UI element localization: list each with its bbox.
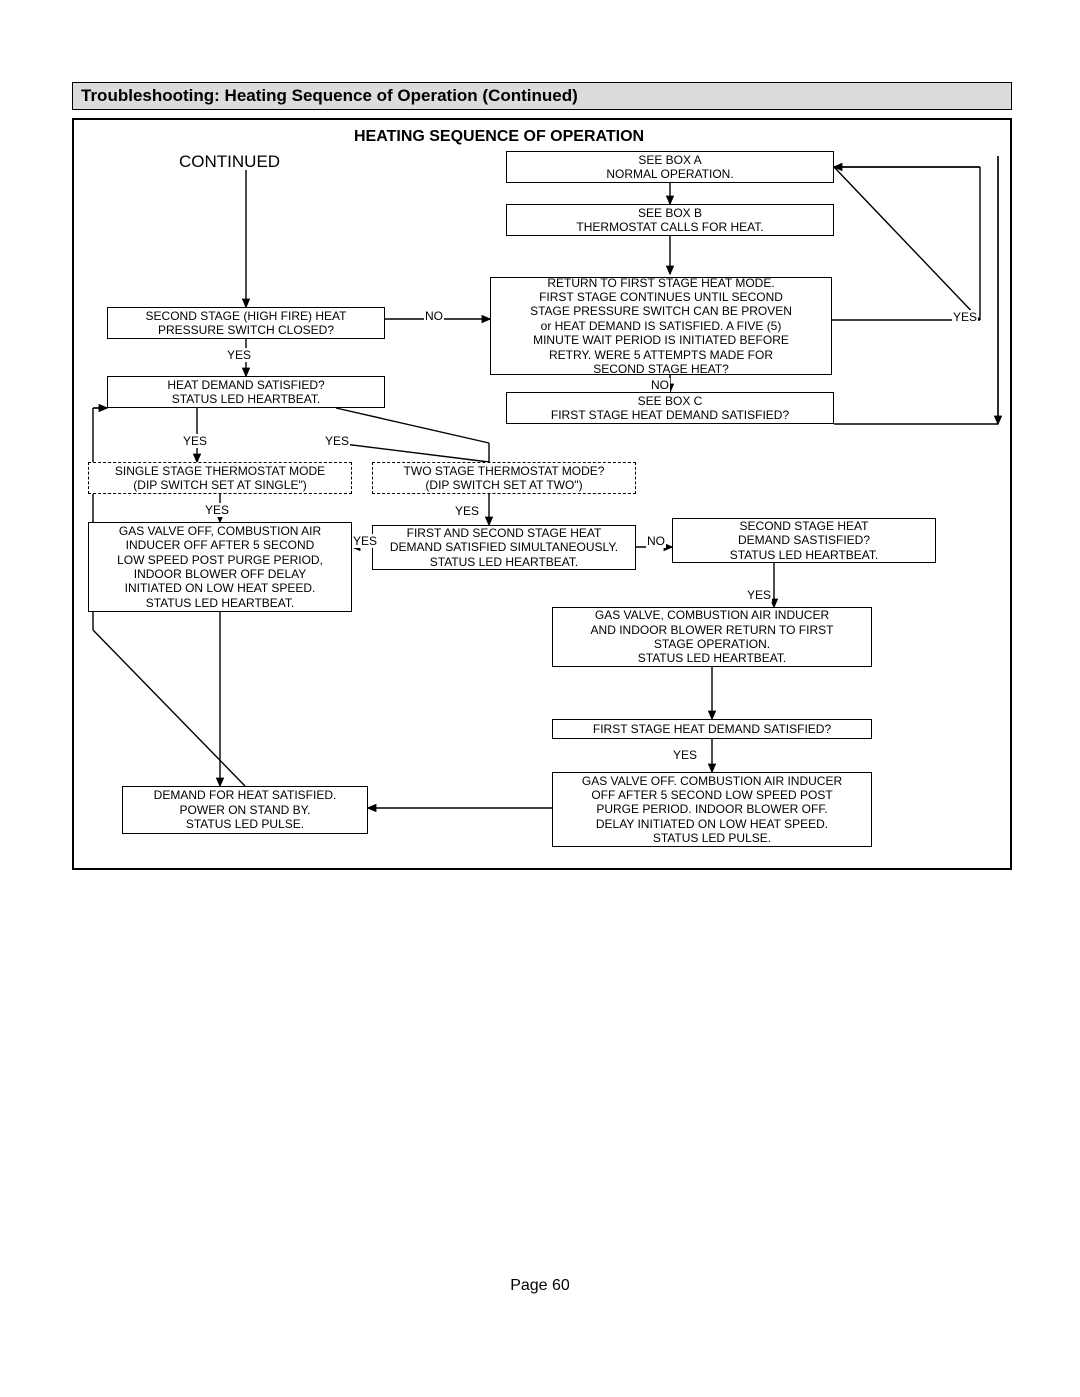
edge-label-3: NO — [650, 378, 670, 392]
edge-label-0: NO — [424, 309, 444, 323]
node-firstSat: FIRST STAGE HEAT DEMAND SATISFIED? — [552, 719, 872, 739]
node-secondSat: SECOND STAGE HEATDEMAND SASTISFIED?STATU… — [672, 518, 936, 563]
edge-label-11: YES — [672, 748, 698, 762]
chart-title: HEATING SEQUENCE OF OPERATION — [354, 128, 644, 146]
node-q1: SECOND STAGE (HIGH FIRE) HEATPRESSURE SW… — [107, 307, 385, 339]
node-boxA: SEE BOX ANORMAL OPERATION. — [506, 151, 834, 183]
flowchart-frame: HEATING SEQUENCE OF OPERATION CONTINUED … — [72, 118, 1012, 870]
edge-label-6: YES — [204, 503, 230, 517]
node-ret: RETURN TO FIRST STAGE HEAT MODE.FIRST ST… — [490, 277, 832, 375]
edge-label-9: NO — [646, 534, 666, 548]
edge-label-5: YES — [324, 434, 350, 448]
page-number: Page 60 — [0, 1277, 1080, 1295]
node-two: TWO STAGE THERMOSTAT MODE?(DIP SWITCH SE… — [372, 462, 636, 494]
edge-label-7: YES — [454, 504, 480, 518]
node-q2: HEAT DEMAND SATISFIED?STATUS LED HEARTBE… — [107, 376, 385, 408]
edge-label-10: YES — [746, 588, 772, 602]
edge-label-1: YES — [226, 348, 252, 362]
node-gvReturn: GAS VALVE, COMBUSTION AIR INDUCERAND IND… — [552, 607, 872, 667]
node-single: SINGLE STAGE THERMOSTAT MODE(DIP SWITCH … — [88, 462, 352, 494]
node-firstSecond: FIRST AND SECOND STAGE HEATDEMAND SATISF… — [372, 525, 636, 570]
continued-label: CONTINUED — [179, 152, 280, 172]
edge-label-8: YES — [352, 534, 378, 548]
section-header-text: Troubleshooting: Heating Sequence of Ope… — [81, 86, 578, 106]
node-boxB: SEE BOX BTHERMOSTAT CALLS FOR HEAT. — [506, 204, 834, 236]
node-demand: DEMAND FOR HEAT SATISFIED.POWER ON STAND… — [122, 786, 368, 834]
node-boxC: SEE BOX CFIRST STAGE HEAT DEMAND SATISFI… — [506, 392, 834, 424]
node-gvOff2: GAS VALVE OFF. COMBUSTION AIR INDUCEROFF… — [552, 772, 872, 847]
edge-label-4: YES — [182, 434, 208, 448]
section-header: Troubleshooting: Heating Sequence of Ope… — [72, 82, 1012, 110]
edge-label-2: YES — [952, 310, 978, 324]
node-gasOff: GAS VALVE OFF, COMBUSTION AIRINDUCER OFF… — [88, 522, 352, 612]
